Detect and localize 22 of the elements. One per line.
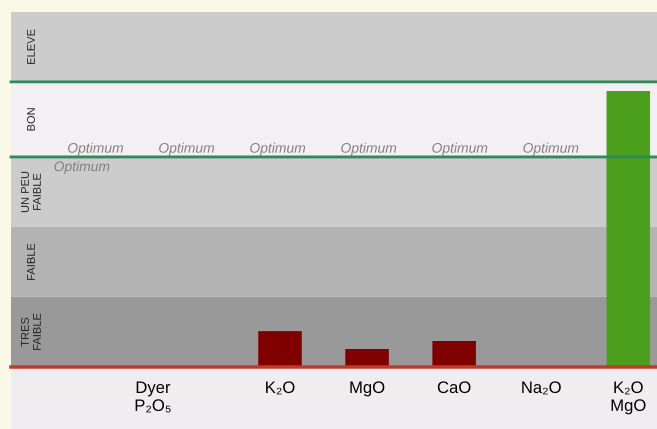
- band-label: ELEVE: [27, 29, 35, 64]
- x-tick-label: Na₂O: [522, 381, 561, 394]
- annotation: Optimum: [523, 142, 578, 156]
- annotation: Optimum: [68, 142, 123, 156]
- annotation: Optimum: [432, 142, 488, 156]
- x-tick-label: MgO: [350, 381, 384, 396]
- x-tick-label: Dyer P₂O₅: [136, 382, 171, 412]
- band-label: TRES FAIBLE: [21, 314, 41, 350]
- bar: [258, 331, 302, 367]
- band-label: FAIBLE: [27, 244, 35, 280]
- annotation: Optimum: [341, 142, 396, 156]
- bar: [606, 90, 650, 367]
- x-tick-label: K₂O MgO: [612, 381, 646, 414]
- annotation: Optimum: [250, 142, 306, 156]
- bar: [345, 349, 389, 367]
- text: Optimum: [54, 161, 110, 174]
- bar: [432, 341, 476, 367]
- x-tick-label: K₂O: [266, 381, 294, 394]
- band-label: UN PEU FAIBLE: [21, 172, 41, 212]
- x-tick-label: CaO: [438, 381, 470, 394]
- band-label: BON: [27, 108, 35, 131]
- annotation: Optimum: [159, 142, 214, 156]
